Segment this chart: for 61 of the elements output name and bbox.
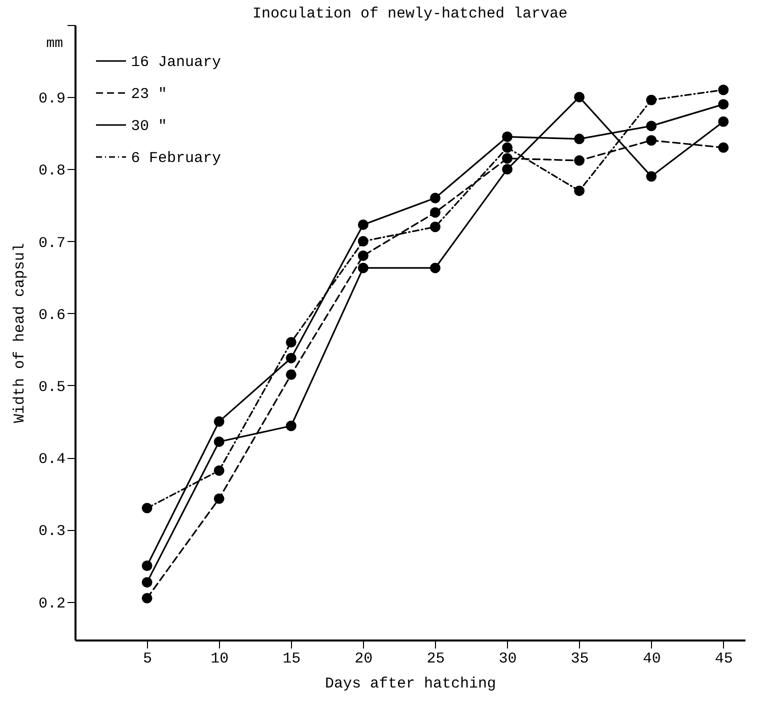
legend-label: 23 "	[131, 86, 168, 103]
point	[214, 436, 224, 447]
chart-title: Inoculation of newly-hatched larvae	[252, 6, 568, 22]
point	[646, 171, 657, 182]
point	[502, 164, 512, 174]
y-axis-title: Width of head capsul	[11, 242, 28, 424]
x-tick-label: 25	[426, 650, 445, 668]
y-tick-label: 0.7	[38, 234, 66, 252]
point	[646, 135, 657, 146]
point	[142, 577, 152, 588]
legend-label: 6 February	[131, 150, 222, 167]
point	[646, 120, 657, 132]
point	[358, 219, 368, 230]
y-tick-label: 0.2	[38, 595, 66, 612]
point	[646, 94, 657, 106]
point	[214, 416, 224, 427]
point	[286, 337, 296, 348]
point	[502, 142, 512, 153]
point	[718, 99, 729, 110]
text: mm	[46, 36, 63, 52]
point	[142, 560, 152, 571]
point	[430, 262, 440, 274]
point	[358, 250, 368, 261]
legend-label: 16 January	[131, 54, 222, 71]
point	[574, 186, 585, 196]
point	[214, 465, 224, 476]
point	[430, 207, 440, 218]
point	[358, 262, 368, 274]
x-tick-label: 30	[498, 650, 517, 668]
point	[502, 132, 512, 142]
point	[358, 236, 368, 247]
point	[286, 420, 296, 432]
point	[718, 142, 729, 153]
x-tick-label: 15	[282, 650, 301, 668]
point	[574, 92, 585, 102]
x-tick-label: 35	[570, 650, 589, 668]
point	[142, 502, 152, 514]
point	[430, 222, 440, 232]
y-tick-label: 0.5	[38, 378, 66, 396]
y-tick-label: 0.8	[38, 162, 66, 180]
point	[430, 192, 440, 204]
x-axis-title: Days after hatching	[324, 676, 496, 692]
point	[286, 369, 296, 380]
point	[214, 493, 224, 504]
point	[718, 116, 729, 127]
y-tick-label: 0.3	[38, 523, 66, 540]
point	[574, 134, 585, 144]
x-tick-label: 20	[354, 650, 373, 668]
y-tick-label: 0.4	[38, 451, 66, 468]
x-tick-label: 5	[143, 650, 152, 668]
x-tick-label: 45	[714, 650, 733, 668]
point	[574, 155, 585, 166]
point	[502, 153, 512, 164]
x-tick-label: 10	[210, 650, 229, 668]
legend-label: 30 "	[131, 118, 168, 135]
point	[286, 352, 296, 364]
x-tick-label: 40	[642, 650, 661, 668]
y-tick-label: 0.6	[38, 306, 66, 324]
point	[718, 84, 729, 96]
y-tick-label: 0.9	[38, 90, 66, 108]
point	[142, 592, 152, 604]
